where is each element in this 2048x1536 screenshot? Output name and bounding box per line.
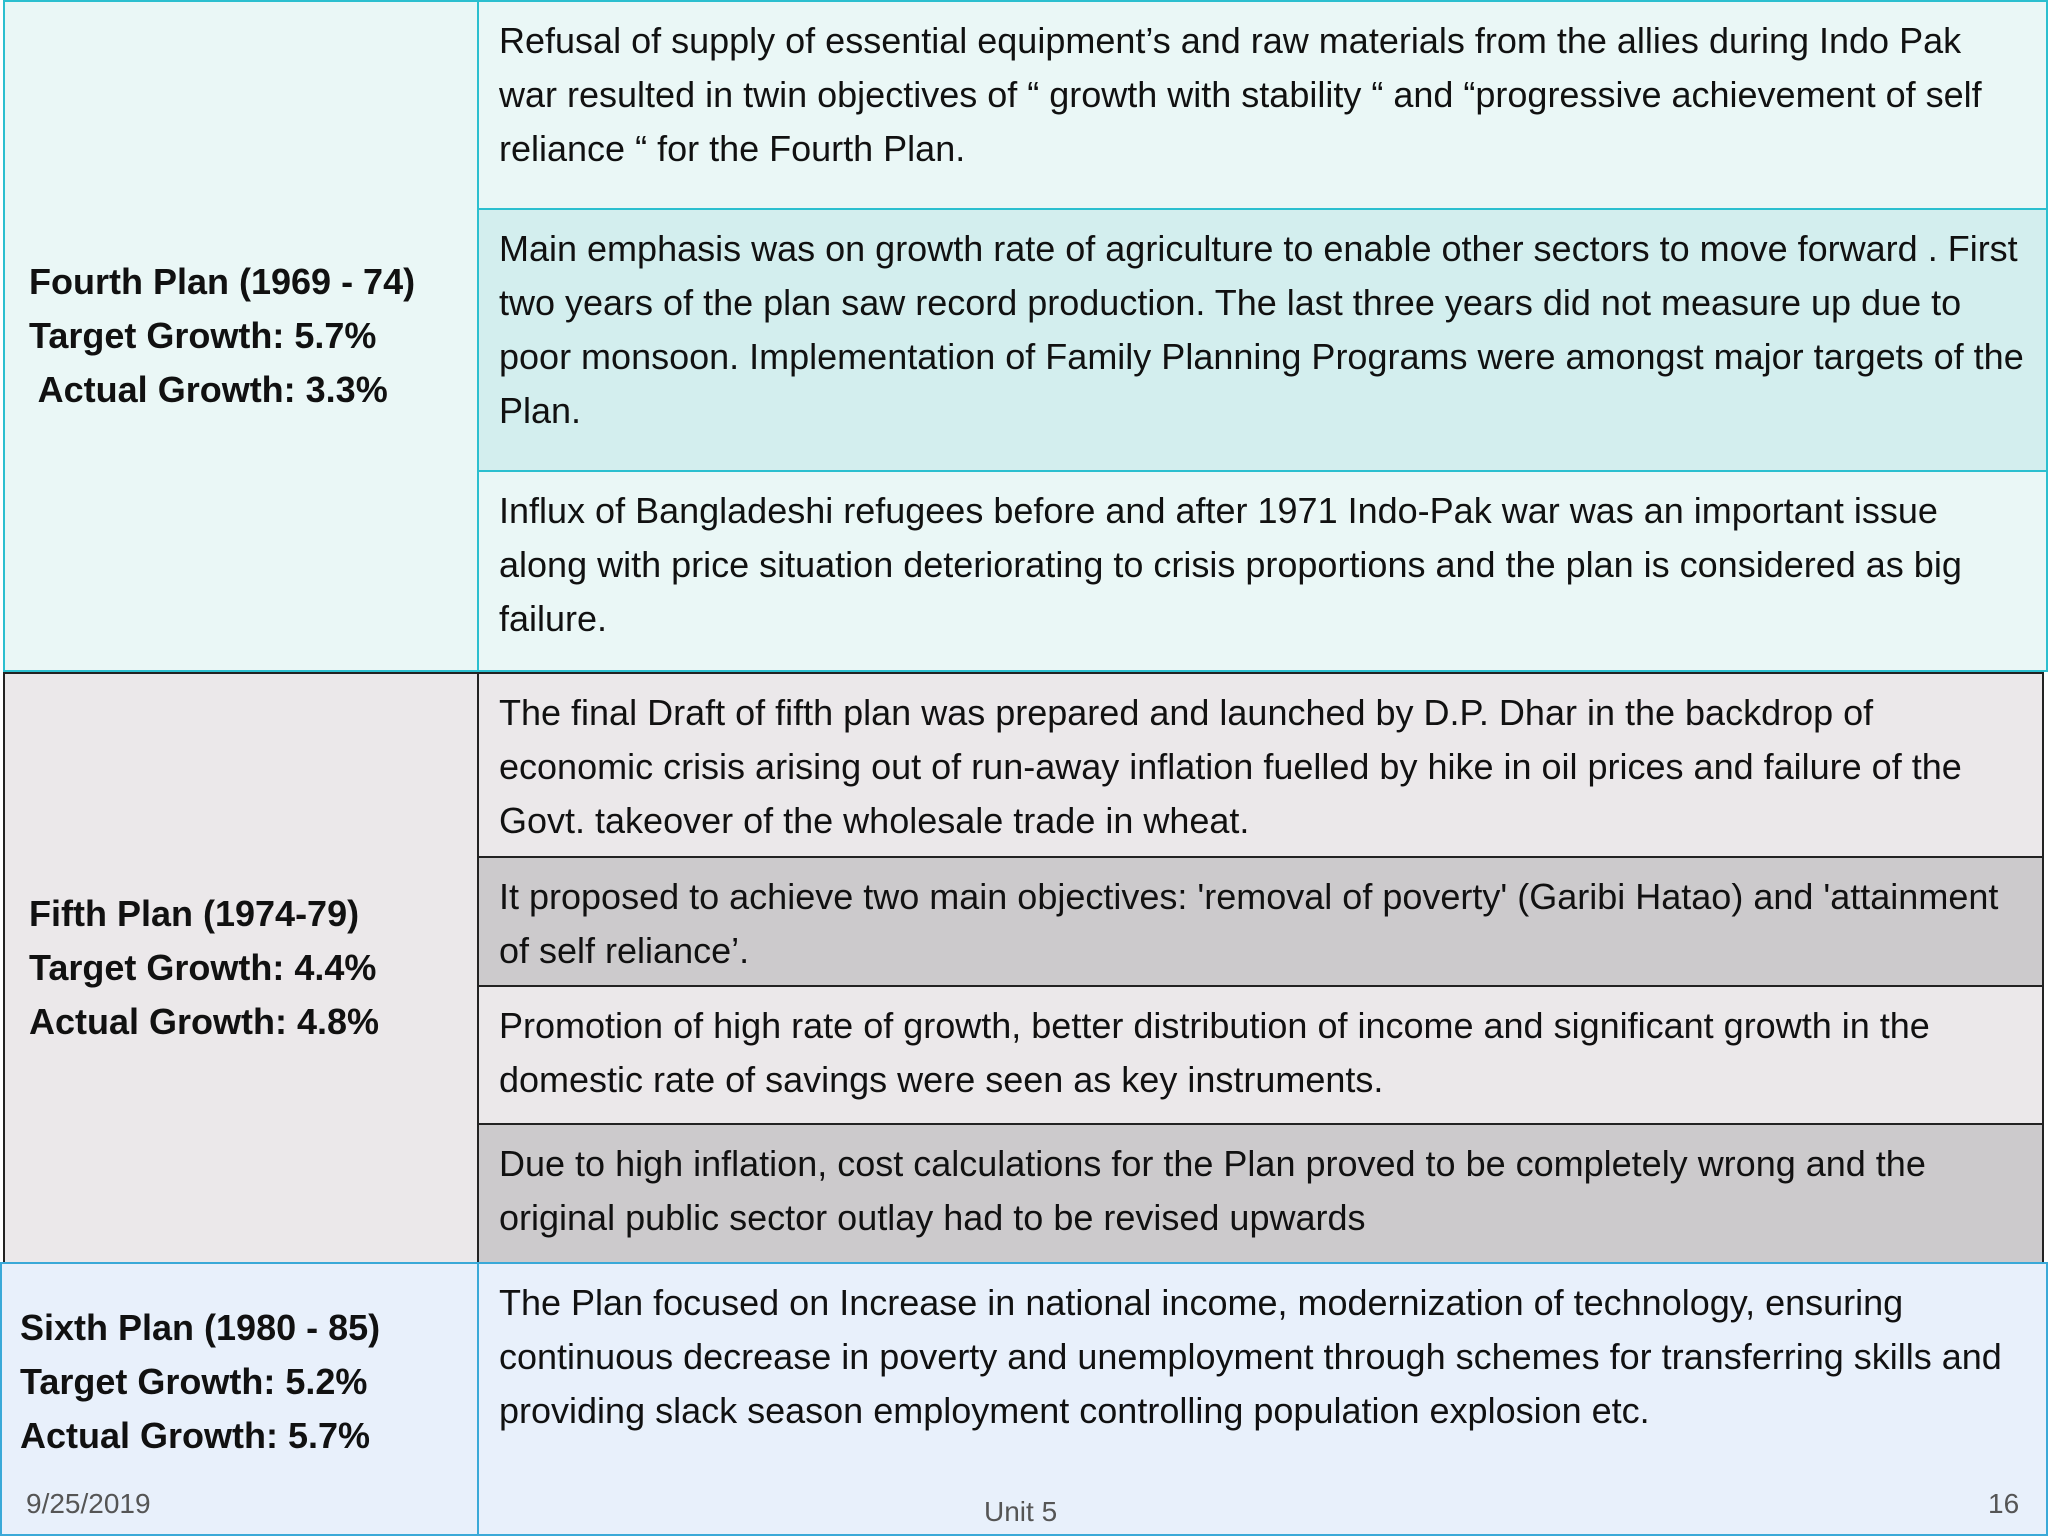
sixth-plan-title: Sixth Plan (1980 - 85): [20, 1307, 381, 1348]
slide-number: 16: [1988, 1488, 2020, 1519]
fifth-plan-point-1: The final Draft of fifth plan was prepar…: [477, 672, 2044, 858]
fourth-plan-title: Fourth Plan (1969 - 74): [29, 261, 416, 302]
fifth-plan-point-4-text: Due to high inflation, cost calculations…: [499, 1143, 1926, 1238]
sixth-plan-point-1: The Plan focused on Increase in national…: [477, 1262, 2048, 1536]
fifth-plan-title: Fifth Plan (1974-79): [29, 893, 360, 934]
fifth-plan-point-1-text: The final Draft of fifth plan was prepar…: [499, 692, 1962, 841]
fifth-plan-actual: Actual Growth: 4.8%: [29, 1001, 380, 1042]
sixth-plan-point-1-text: The Plan focused on Increase in national…: [499, 1282, 2002, 1431]
sixth-plan-actual: Actual Growth: 5.7%: [20, 1415, 371, 1456]
footer-center-label: Unit 5: [984, 1496, 1058, 1527]
fifth-plan-target: Target Growth: 4.4%: [29, 947, 377, 988]
fifth-plan-point-3: Promotion of high rate of growth, better…: [477, 985, 2044, 1125]
fourth-plan-target: Target Growth: 5.7%: [29, 315, 377, 356]
fifth-plan-point-3-text: Promotion of high rate of growth, better…: [499, 1005, 1930, 1100]
fourth-plan-point-3: Influx of Bangladeshi refugees before an…: [477, 470, 2048, 672]
fourth-plan-point-3-text: Influx of Bangladeshi refugees before an…: [499, 490, 1962, 639]
fourth-plan-actual: Actual Growth: 3.3%: [29, 369, 388, 410]
fourth-plan-point-2: Main emphasis was on growth rate of agri…: [477, 208, 2048, 472]
fifth-plan-point-4: Due to high inflation, cost calculations…: [477, 1123, 2044, 1264]
fifth-plan-point-2-text: It proposed to achieve two main objectiv…: [499, 876, 1999, 971]
sixth-plan-target: Target Growth: 5.2%: [20, 1361, 368, 1402]
fourth-plan-point-1: Refusal of supply of essential equipment…: [477, 0, 2048, 210]
fourth-plan-point-1-text: Refusal of supply of essential equipment…: [499, 20, 1982, 169]
fourth-plan-label: Fourth Plan (1969 - 74) Target Growth: 5…: [3, 0, 479, 672]
fifth-plan-label: Fifth Plan (1974-79) Target Growth: 4.4%…: [3, 672, 479, 1264]
fourth-plan-point-2-text: Main emphasis was on growth rate of agri…: [499, 228, 2024, 431]
footer-date: 9/25/2019: [26, 1488, 151, 1519]
sixth-plan-label: Sixth Plan (1980 - 85) Target Growth: 5.…: [0, 1262, 479, 1536]
fifth-plan-point-2: It proposed to achieve two main objectiv…: [477, 856, 2044, 987]
